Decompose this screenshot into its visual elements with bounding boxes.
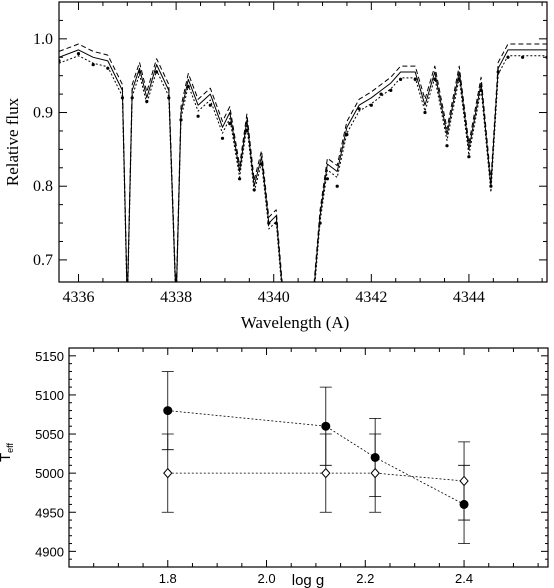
spectrum-y-tick-label: 0.7 [33,252,53,269]
teff-y-tick-label: 5100 [35,388,64,403]
teff-point-filled-circle [163,406,173,416]
spectrum-observed-point [506,55,510,59]
spectrum-observed-point [91,63,95,67]
spectrum-observed-point [389,88,393,92]
spectrum-x-tick-label: 4338 [160,289,192,306]
teff-point-open-diamond [321,467,331,479]
spectrum-observed-point [413,77,417,81]
spectrum-observed-point [130,96,134,100]
teff-y-axis-label: Teff [0,442,15,462]
spectrum-observed-point [167,96,171,100]
spectrum-model-line-2 [59,55,547,282]
spectrum-observed-point [238,177,242,181]
spectrum-x-tick-label: 4340 [258,289,290,306]
spectrum-model-line-1 [59,43,547,282]
spectrum-y-tick-label: 1.0 [33,31,53,48]
spectrum-observed-point [252,188,256,192]
spectrum-y-axis-label: Relative flux [3,97,22,186]
spectrum-observed-point [155,70,159,74]
spectrum-observed-point [220,136,225,140]
spectrum-observed-point [208,103,212,107]
spectrum-y-tick-label: 0.8 [33,178,53,195]
spectrum-observed-point [120,96,124,100]
spectrum-observed-point [445,144,449,148]
spectrum-observed-point [259,162,264,166]
teff-y-tick-label: 4950 [35,505,64,520]
spectrum-observed-point [369,103,373,107]
spectrum-observed-point [521,55,525,59]
spectrum-panel: 4336 4338 4340 4342 4344 0.7 0.8 0.9 1.0 Wavelen… [3,1,548,332]
spectrum-observed-point [457,77,461,81]
spectrum-observed-point [489,184,493,188]
spectrum-observed-point [335,184,339,188]
spectrum-frame [58,1,548,283]
teff-x-axis-label: log g [292,572,325,588]
teff-x-tick-label: 2.4 [455,571,473,586]
spectrum-observed-point [106,66,110,70]
teff-series-line-1 [167,472,465,482]
spectrum-observed-point [196,114,200,118]
spectrum-observed-point [267,221,271,225]
spectrum-observed-point [245,129,249,133]
spectrum-observed-point [186,85,190,89]
teff-panel: 1.8 2.0 2.2 2.4 4900 4950 5000 5050 5100 5150 log… [0,347,549,588]
spectrum-observed-point [433,77,437,81]
spectrum-observed-point [311,303,314,306]
spectrum-observed-point [126,303,129,306]
spectrum-observed-point [423,110,427,115]
spectrum-observed-point [137,70,142,74]
teff-plot-area [161,371,471,544]
spectrum-x-tick-label: 4344 [453,289,485,306]
spectrum-ticks: 4336 4338 4340 4342 4344 0.7 0.8 0.9 1.0 [33,2,547,306]
spectrum-observed-point [379,92,383,96]
teff-point-open-diamond [370,467,380,479]
teff-point-open-diamond [163,467,173,479]
spectrum-observed-point [179,118,183,122]
spectrum-observed-point [318,221,322,225]
spectrum-x-tick-label: 4336 [63,289,95,306]
spectrum-observed-point [496,70,500,74]
spectrum-observed-point [274,221,278,225]
teff-y-axis-label-main: T [0,453,14,462]
spectrum-x-axis-label: Wavelength (A) [241,313,350,332]
spectrum-x-tick-label: 4342 [355,289,387,306]
spectrum-observed-point [467,155,471,159]
teff-y-tick-label: 5050 [35,427,64,442]
teff-x-tick-label: 2.2 [356,571,374,586]
teff-y-tick-label: 5000 [35,466,64,481]
spectrum-plot-area [59,43,547,306]
teff-y-tick-label: 4900 [35,544,64,559]
spectrum-observed-point [228,122,232,126]
teff-frame [68,347,549,568]
spectrum-observed-point [145,99,149,104]
teff-series-line-0 [167,410,465,505]
teff-point-open-diamond [459,475,469,487]
teff-x-tick-label: 2.0 [257,571,275,586]
spectrum-observed-point [345,133,349,137]
teff-ticks: 1.8 2.0 2.2 2.4 4900 4950 5000 5050 5100 5150 [35,348,548,586]
spectrum-observed-point [76,52,81,56]
teff-point-filled-circle [321,421,331,431]
teff-y-axis-label-sub: eff [5,442,15,452]
spectrum-observed-point [357,107,361,111]
spectrum-observed-point [325,177,329,181]
teff-x-tick-label: 1.8 [159,571,177,586]
teff-y-tick-label: 5150 [35,349,64,364]
spectrum-model-line-0 [59,49,547,282]
spectrum-observed-point [479,88,483,92]
spectrum-y-tick-label: 0.9 [33,105,53,122]
spectrum-observed-point [399,77,403,81]
